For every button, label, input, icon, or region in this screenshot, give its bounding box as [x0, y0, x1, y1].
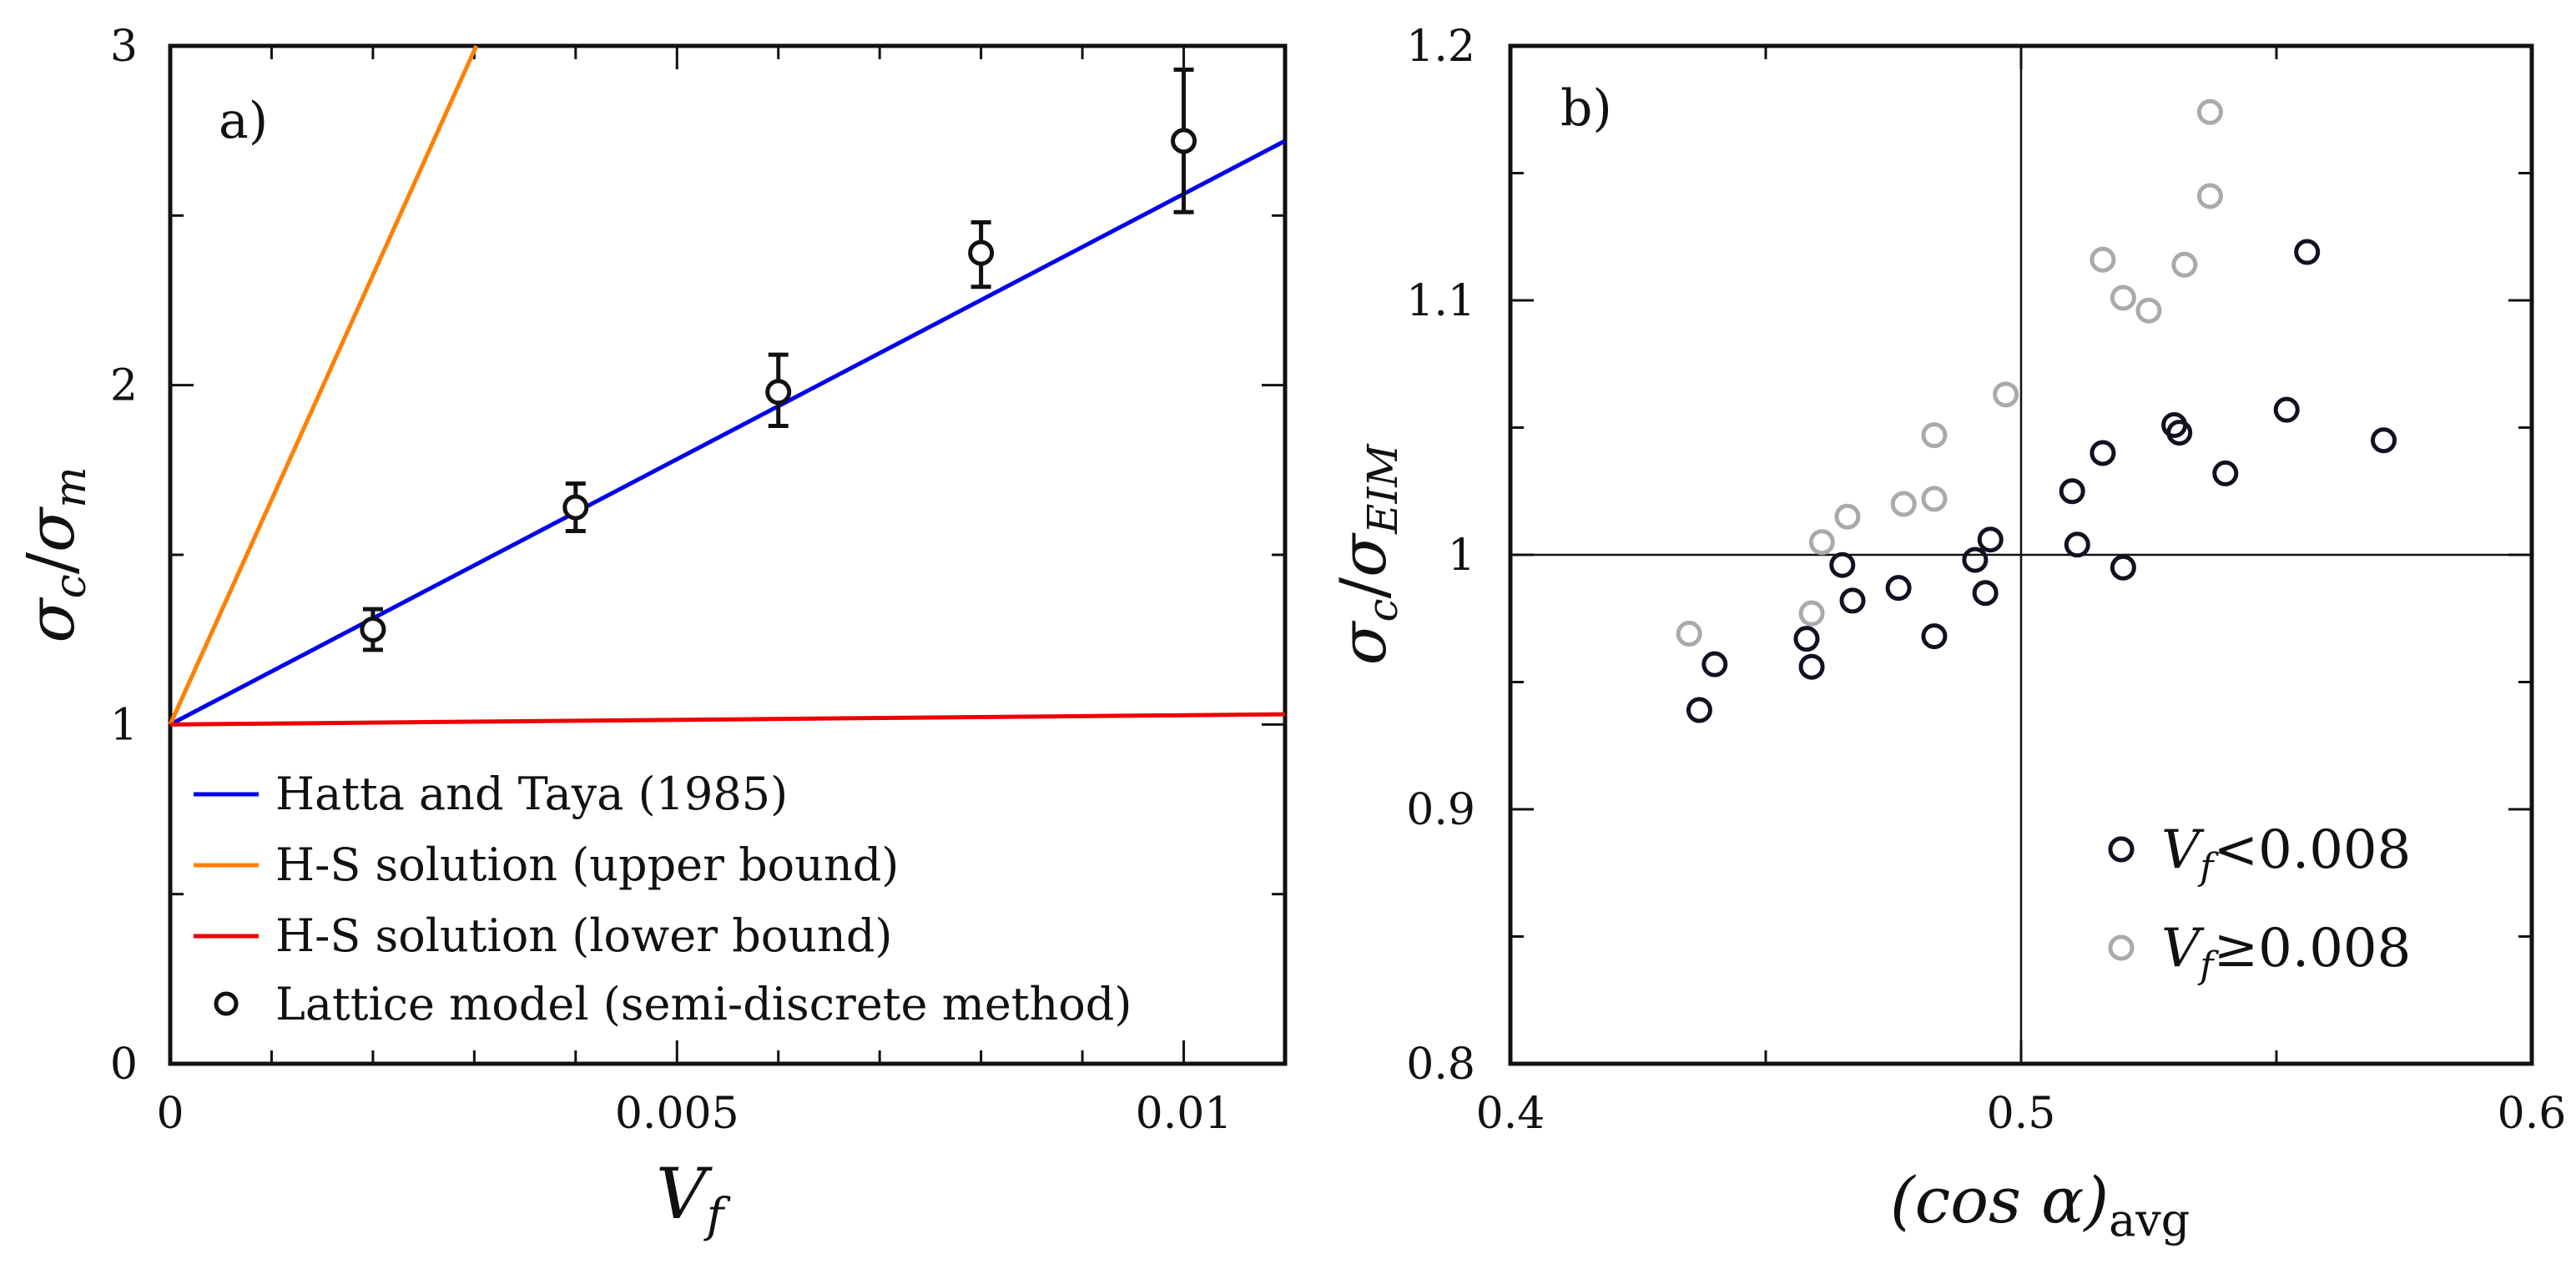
panel-a-legend: Hatta and Taya (1985) H-S solution (uppe…	[194, 768, 1132, 1030]
panel-b-reference-lines	[1510, 46, 2532, 1064]
legend-b-label-low: Vf<0.008	[2161, 819, 2411, 889]
legend-b-marker-low	[2108, 836, 2135, 863]
b-point-series-1	[2196, 183, 2223, 209]
a-point	[1171, 128, 1197, 154]
a-point	[968, 239, 995, 266]
a-ytick-label: 0	[110, 1040, 138, 1090]
panel-b-xlabel: (cos α)avg	[1890, 1163, 2190, 1246]
panel-b: 0.4 0.5 0.6 0.8 0.9 1 1.1 1.2 b) Vf<0.008 Vf≥0.…	[1326, 22, 2566, 1246]
a-xtick-label: 0.01	[1136, 1089, 1233, 1139]
b-xtick-label: 0.4	[1476, 1089, 1545, 1139]
b-xtick-label: 0.6	[2498, 1089, 2567, 1139]
a-series-line-0	[169, 138, 1287, 727]
panel-a: 0 0.005 0.01 0 1 2 3 a) Hatta and Taya (1985) …	[14, 22, 1288, 1243]
b-point-series-1	[1808, 529, 1835, 556]
panel-b-ylabel: σc/σEIM	[1326, 443, 1407, 666]
b-point-series-0	[2371, 427, 2397, 454]
panel-b-points	[1676, 98, 2397, 723]
b-point-series-1	[2090, 246, 2116, 273]
b-point-series-0	[2064, 531, 2090, 558]
panel-a-tick-labels: 0 0.005 0.01 0 1 2 3	[110, 22, 1233, 1139]
b-point-series-0	[2212, 460, 2239, 486]
b-point-series-0	[1798, 653, 1825, 680]
panel-b-legend: Vf<0.008 Vf≥0.008	[2108, 819, 2411, 987]
legend-a-label-lattice: Lattice model (semi-discrete method)	[275, 978, 1132, 1030]
b-point-series-0	[1972, 580, 1999, 607]
a-ytick-label: 1	[110, 700, 138, 750]
b-point-series-0	[2294, 239, 2321, 265]
b-point-series-0	[1793, 626, 1820, 652]
b-point-series-0	[2110, 554, 2136, 581]
b-point-series-0	[1921, 623, 1948, 650]
legend-a-label-hatta: Hatta and Taya (1985)	[275, 768, 788, 820]
b-ytick-label: 0.9	[1406, 785, 1475, 835]
a-ytick-label: 3	[110, 22, 138, 72]
b-point-series-1	[1798, 600, 1825, 627]
b-point-series-1	[1993, 381, 2019, 408]
b-point-series-1	[1921, 486, 1948, 512]
legend-b-marker-high	[2108, 934, 2135, 961]
panel-a-lines	[168, 44, 1287, 727]
b-point-series-0	[1686, 697, 1712, 723]
legend-b-label-high: Vf≥0.008	[2161, 918, 2411, 987]
a-xtick-label: 0.005	[615, 1089, 739, 1139]
b-ytick-label: 0.8	[1406, 1040, 1475, 1090]
panel-a-label: a)	[219, 92, 268, 150]
b-point-series-1	[2110, 285, 2136, 311]
panel-b-tick-labels: 0.4 0.5 0.6 0.8 0.9 1 1.1 1.2	[1406, 22, 2566, 1139]
b-xtick-label: 0.5	[1987, 1089, 2056, 1139]
b-point-series-0	[1701, 651, 1728, 677]
b-point-series-1	[1921, 422, 1948, 449]
b-point-series-0	[1977, 526, 2004, 553]
panel-a-ylabel: σc/σm	[14, 466, 96, 642]
b-ytick-label: 1.1	[1406, 276, 1475, 326]
b-point-series-1	[1890, 491, 1917, 517]
a-point	[562, 494, 589, 521]
b-ytick-label: 1	[1448, 531, 1475, 581]
a-point	[765, 379, 792, 405]
b-point-series-0	[1839, 587, 1866, 614]
b-point-series-1	[2196, 98, 2223, 125]
b-point-series-1	[2135, 297, 2162, 324]
b-point-series-0	[2273, 396, 2300, 423]
a-point	[360, 616, 386, 642]
a-series-line-2	[169, 712, 1286, 727]
b-point-series-0	[2166, 420, 2193, 446]
panel-b-label: b)	[1560, 79, 1612, 138]
b-point-series-0	[2059, 478, 2085, 505]
a-xtick-label: 0	[156, 1089, 184, 1139]
legend-a-label-lower: H-S solution (lower bound)	[275, 909, 892, 962]
legend-a-marker-lattice	[214, 991, 239, 1016]
b-point-series-1	[2171, 251, 2198, 278]
b-point-series-0	[1829, 551, 1856, 578]
b-ytick-label: 1.2	[1406, 22, 1475, 72]
b-point-series-0	[2090, 440, 2116, 466]
a-ytick-label: 2	[110, 361, 138, 411]
b-point-series-1	[1676, 621, 1702, 647]
panel-a-points	[360, 67, 1197, 652]
panel-a-ticks	[169, 44, 1287, 1065]
a-series-line-1	[168, 44, 479, 726]
panel-a-xlabel: Vf	[656, 1153, 732, 1243]
b-point-series-0	[1962, 546, 1989, 573]
legend-a-label-upper: H-S solution (upper bound)	[275, 838, 899, 891]
b-point-series-1	[1834, 503, 1861, 530]
b-point-series-0	[1885, 575, 1912, 602]
